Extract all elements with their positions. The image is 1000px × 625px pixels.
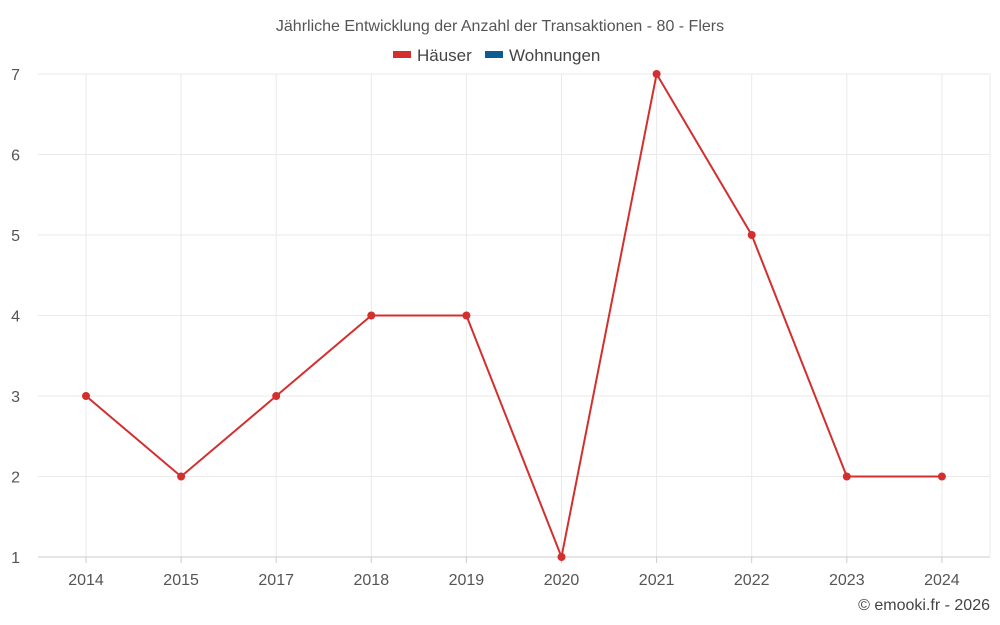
credit-text: © emooki.fr - 2026 [858, 597, 990, 614]
x-tick-label: 2014 [68, 572, 104, 589]
data-point[interactable] [937, 472, 946, 481]
y-tick-label: 1 [11, 550, 20, 567]
x-tick-label: 2021 [639, 572, 675, 589]
data-point[interactable] [747, 231, 756, 239]
series-line-0 [85, 71, 942, 561]
x-tick-label: 2020 [544, 572, 580, 589]
data-point[interactable] [82, 392, 90, 400]
y-tick-label: 2 [11, 470, 20, 487]
data-point[interactable] [652, 70, 661, 78]
data-point[interactable] [272, 392, 281, 400]
y-tick-label: 5 [11, 228, 20, 245]
y-axis-ticks: 1 2 3 4 5 6 7 [11, 67, 20, 567]
legend-item-wohnungen[interactable]: Wohnungen [485, 46, 600, 65]
chart-title: Jährliche Entwicklung der Anzahl der Tra… [276, 18, 724, 35]
data-point[interactable] [462, 311, 471, 320]
x-tick-label: 2015 [163, 572, 199, 589]
x-tick-label: 2019 [449, 572, 485, 589]
legend-item-haeuser[interactable]: Häuser [393, 46, 472, 65]
x-tick-label: 2018 [354, 572, 390, 589]
y-tick-label: 6 [11, 148, 20, 165]
x-tick-label: 2024 [924, 572, 960, 589]
legend: Häuser Wohnungen [393, 46, 600, 65]
legend-swatch-wohnungen [485, 51, 503, 58]
x-tick-label: 2023 [829, 572, 865, 589]
x-axis-ticks: 2014 2015 2017 2018 2019 2020 2021 2022 2023 2024 [68, 572, 960, 589]
data-point[interactable] [177, 472, 186, 481]
x-tick-label: 2017 [258, 572, 294, 589]
legend-swatch-haeuser [393, 51, 411, 58]
y-tick-label: 4 [11, 309, 20, 326]
y-tick-label: 3 [11, 389, 20, 406]
axes [38, 74, 991, 563]
data-point[interactable] [367, 311, 376, 320]
series [82, 70, 946, 561]
y-tick-label: 7 [11, 67, 20, 84]
gridlines [38, 73, 990, 557]
x-tick-label: 2022 [734, 572, 770, 589]
data-point[interactable] [842, 472, 851, 481]
legend-label-haeuser: Häuser [417, 46, 472, 65]
data-point[interactable] [557, 553, 566, 561]
legend-label-wohnungen: Wohnungen [509, 46, 600, 65]
